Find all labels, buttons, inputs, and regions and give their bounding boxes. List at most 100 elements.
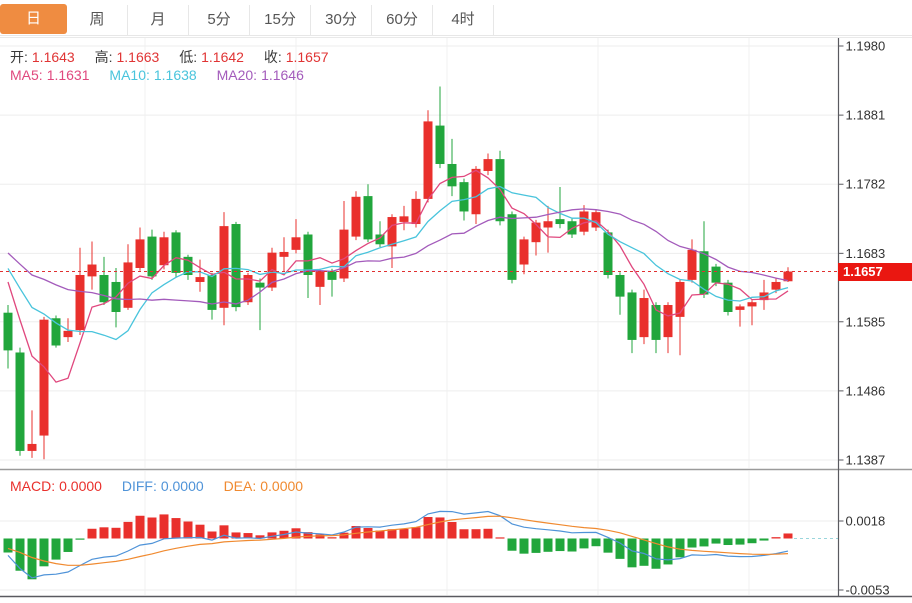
- macd-bar: [123, 521, 133, 539]
- macd-bar: [135, 515, 145, 539]
- candle-up: [591, 212, 601, 228]
- macd-bar: [615, 538, 625, 559]
- open-label: 开:: [10, 49, 28, 65]
- low-label: 低:: [179, 49, 198, 65]
- ma10-line: [7, 185, 789, 341]
- price-axis-label: 1.1980: [846, 39, 886, 54]
- macd-bar: [15, 538, 25, 571]
- macd-bar: [423, 517, 433, 539]
- macd-bar: [735, 538, 745, 545]
- candle-up: [639, 298, 649, 338]
- tab-month[interactable]: 月: [128, 5, 189, 35]
- ma10-value: 1.1638: [153, 67, 197, 83]
- tab-15min[interactable]: 15分: [250, 5, 311, 35]
- macd-bar: [543, 538, 553, 552]
- close-value: 1.1657: [285, 49, 329, 65]
- macd-bar: [219, 525, 229, 539]
- tab-60min[interactable]: 60分: [372, 5, 433, 35]
- candle-up: [471, 168, 481, 215]
- candle-up: [339, 229, 349, 279]
- candle-down: [651, 305, 661, 340]
- candle-down: [147, 236, 157, 277]
- macd-bar: [495, 537, 505, 539]
- candle-down: [627, 292, 637, 340]
- candle-down: [615, 274, 625, 297]
- macd-bar: [639, 538, 649, 566]
- macd-bar: [627, 538, 637, 568]
- candle-down: [255, 282, 265, 288]
- candle-up: [243, 274, 253, 303]
- ma20-line: [7, 208, 789, 305]
- candle-up: [135, 239, 145, 269]
- macd-bar: [519, 538, 529, 554]
- candle-up: [39, 319, 49, 436]
- macd-bar: [483, 528, 493, 539]
- macd-bar: [207, 531, 217, 539]
- macd-bar: [411, 527, 421, 539]
- macd-bar: [231, 532, 241, 539]
- macd-bar: [435, 517, 445, 539]
- ma5-value: 1.1631: [46, 67, 90, 83]
- macd-bar: [675, 538, 685, 558]
- macd-axis-label: -0.0053: [846, 583, 890, 598]
- candle-down: [51, 318, 61, 346]
- macd-value: 0.0000: [59, 478, 102, 494]
- tab-week[interactable]: 周: [67, 5, 128, 35]
- macd-bar: [399, 528, 409, 539]
- macd-bar: [567, 538, 577, 552]
- macd-bar: [75, 538, 85, 540]
- candle-down: [375, 234, 385, 245]
- macd-bar: [243, 533, 253, 539]
- candle-down: [303, 234, 313, 275]
- candle-up: [579, 211, 589, 232]
- candle-up: [387, 217, 397, 247]
- tab-5min[interactable]: 5分: [189, 5, 250, 35]
- macd-bar: [159, 514, 169, 539]
- candle-down: [435, 125, 445, 164]
- macd-bar: [651, 538, 661, 569]
- macd-bar: [447, 521, 457, 539]
- tab-4hour[interactable]: 4时: [433, 5, 494, 35]
- macd-bar: [555, 538, 565, 552]
- candle-up: [735, 306, 745, 310]
- candlesticks: [3, 86, 793, 460]
- candle-down: [99, 274, 109, 303]
- close-label: 收:: [263, 49, 282, 65]
- dea-line: [7, 515, 789, 566]
- current-price-tag: 1.1657: [838, 263, 912, 281]
- tab-day[interactable]: 日: [0, 4, 67, 34]
- price-axis: 1.1980 1.1881 1.1782 1.1683 1.1585 1.1486 1.13…: [838, 39, 890, 598]
- price-axis-label: 1.1782: [846, 177, 886, 192]
- tab-30min[interactable]: 30分: [311, 5, 372, 35]
- candle-up: [663, 305, 673, 338]
- grid-lines: [0, 38, 839, 595]
- candle-down: [207, 274, 217, 310]
- candle-up: [195, 277, 205, 282]
- price-axis-label: 1.1881: [846, 108, 886, 123]
- candle-down: [171, 232, 181, 273]
- dea-label: DEA:: [223, 478, 257, 494]
- candle-up: [315, 271, 325, 287]
- candle-down: [447, 163, 457, 187]
- macd-bar: [387, 529, 397, 539]
- candle-up: [75, 274, 85, 331]
- ma5-label: MA5:: [10, 67, 43, 83]
- candle-up: [351, 196, 361, 237]
- macd-bar: [291, 528, 301, 539]
- candle-up: [747, 302, 757, 307]
- macd-bar: [315, 534, 325, 539]
- candle-up: [771, 281, 781, 290]
- candle-up: [483, 159, 493, 171]
- macd-bar: [783, 533, 793, 539]
- ma5-line: [7, 169, 789, 383]
- candle-down: [3, 312, 13, 351]
- candle-down: [555, 219, 565, 225]
- candle-up: [219, 226, 229, 308]
- macd-bar: [87, 528, 97, 539]
- candle-up: [159, 237, 169, 266]
- ohlc-legend: 开: 1.1643 高: 1.1663 低: 1.1642 收: 1.1657: [10, 47, 333, 67]
- macd-bar: [459, 529, 469, 539]
- macd-bar: [3, 538, 13, 553]
